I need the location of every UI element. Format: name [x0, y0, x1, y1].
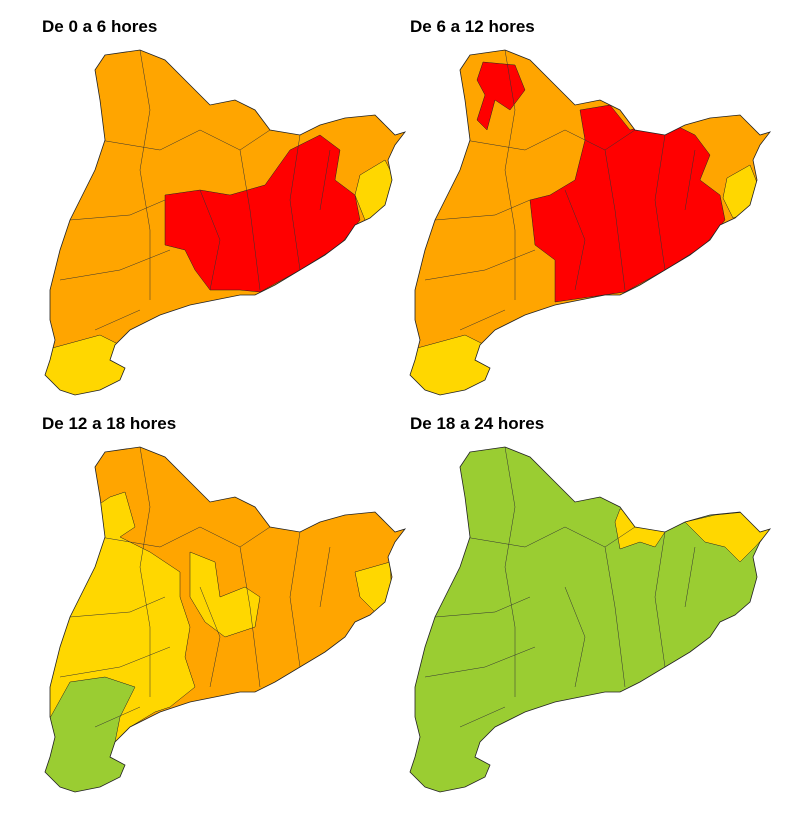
map-fill — [410, 447, 770, 792]
county-border — [94, 706, 141, 728]
region-map — [409, 49, 772, 396]
county-border — [139, 447, 151, 697]
warning-zone — [45, 334, 126, 395]
county-border — [564, 189, 586, 291]
map-fill — [45, 50, 405, 395]
warning-zone — [476, 61, 526, 131]
county-border — [459, 309, 506, 331]
county-border — [99, 526, 271, 548]
warning-zone — [189, 551, 261, 638]
region-map — [44, 49, 407, 396]
county-border — [604, 149, 626, 291]
county-border — [99, 129, 271, 151]
county-border — [684, 149, 696, 211]
county-border — [69, 596, 166, 618]
county-border — [434, 596, 531, 618]
coastline — [44, 49, 407, 396]
coastline — [409, 49, 772, 396]
region-map — [409, 446, 772, 793]
coastline — [44, 446, 407, 793]
panel-title: De 6 a 12 hores — [410, 17, 535, 36]
county-border — [654, 134, 666, 271]
county-border — [239, 546, 261, 688]
region-map — [44, 446, 407, 793]
county-border — [319, 546, 331, 608]
county-border — [59, 249, 171, 281]
county-border — [424, 646, 536, 678]
warning-zone — [684, 511, 770, 563]
county-border — [424, 249, 536, 281]
county-border — [289, 531, 301, 668]
county-border — [69, 199, 166, 221]
county-border — [459, 706, 506, 728]
county-border — [199, 586, 221, 688]
county-border — [504, 50, 516, 300]
county-border — [239, 149, 261, 291]
county-border — [654, 531, 666, 668]
county-border — [289, 134, 301, 271]
warning-zone — [410, 334, 491, 395]
county-border — [504, 447, 516, 697]
panel-title: De 12 a 18 hores — [42, 414, 176, 433]
map-fill — [45, 447, 405, 792]
county-border — [199, 189, 221, 291]
county-border — [319, 149, 331, 211]
map-fill — [410, 50, 770, 395]
county-border — [464, 526, 636, 548]
county-border — [684, 546, 696, 608]
county-border — [434, 199, 531, 221]
county-border — [564, 586, 586, 688]
territory — [410, 447, 770, 792]
county-border — [94, 309, 141, 331]
panel-title: De 0 a 6 hores — [42, 17, 157, 36]
county-border — [604, 546, 626, 688]
county-border — [139, 50, 151, 300]
panel-title: De 18 a 24 hores — [410, 414, 544, 433]
county-border — [59, 646, 171, 678]
county-border — [464, 129, 636, 151]
warning-zone — [164, 134, 361, 293]
coastline — [409, 446, 772, 793]
